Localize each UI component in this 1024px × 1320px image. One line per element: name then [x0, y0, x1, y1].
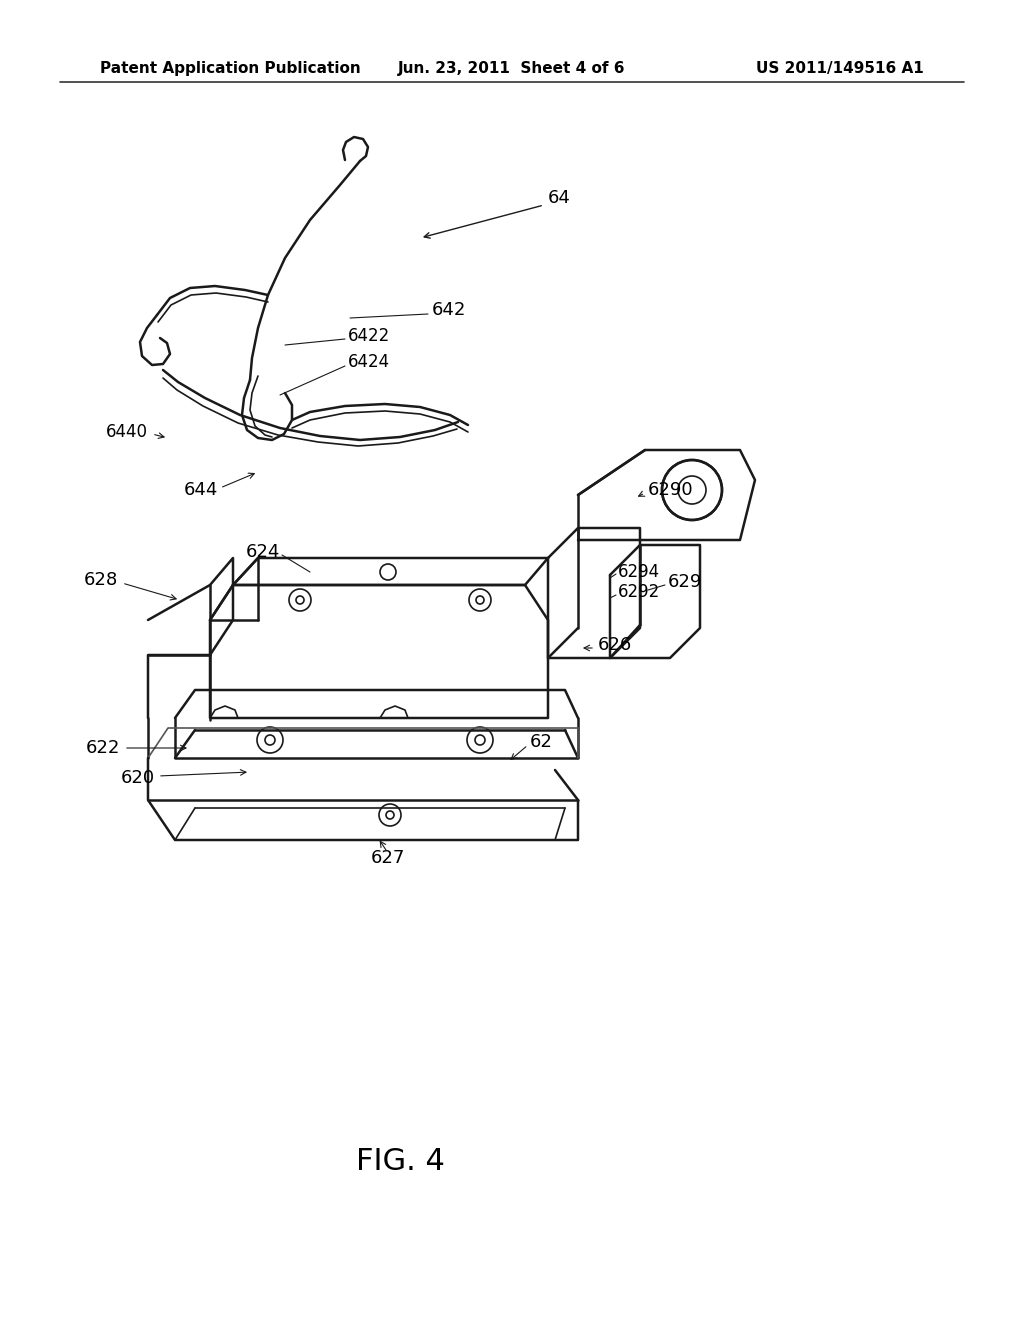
Text: 628: 628	[84, 572, 118, 589]
Text: 626: 626	[598, 636, 632, 653]
Text: 6294: 6294	[618, 564, 660, 581]
Text: 64: 64	[548, 189, 570, 207]
Text: 627: 627	[371, 849, 406, 867]
Text: FIG. 4: FIG. 4	[355, 1147, 444, 1176]
Circle shape	[662, 459, 722, 520]
Text: 6290: 6290	[648, 480, 693, 499]
Text: US 2011/149516 A1: US 2011/149516 A1	[757, 61, 924, 75]
Text: 6292: 6292	[618, 583, 660, 601]
Text: Patent Application Publication: Patent Application Publication	[100, 61, 360, 75]
Text: 620: 620	[121, 770, 155, 787]
Text: 624: 624	[246, 543, 280, 561]
Text: 62: 62	[530, 733, 553, 751]
Text: 6422: 6422	[348, 327, 390, 345]
Text: 642: 642	[432, 301, 466, 319]
Text: Jun. 23, 2011  Sheet 4 of 6: Jun. 23, 2011 Sheet 4 of 6	[398, 61, 626, 75]
Text: 644: 644	[183, 480, 218, 499]
Text: 622: 622	[86, 739, 120, 756]
Text: 6424: 6424	[348, 352, 390, 371]
Text: 629: 629	[668, 573, 702, 591]
Text: 6440: 6440	[106, 422, 148, 441]
